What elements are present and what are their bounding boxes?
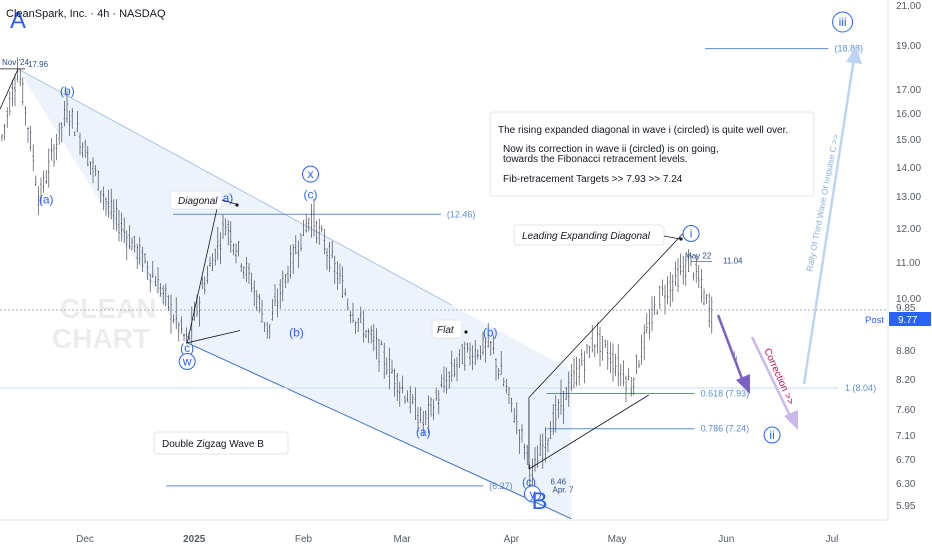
wave-label-14: i [690,227,693,241]
y-tick-14: 7.10 [896,431,916,442]
watermark-line-1: CLEAN [60,293,156,324]
x-tick-3: Mar [394,534,412,545]
wave-b-channel [18,68,572,519]
wave-label-5: (c) [304,188,318,202]
watermark: CLEAN CHART [52,293,156,354]
point-label-4: 6.46 [550,477,566,486]
wave-label-9: (a) [416,425,431,439]
flat-note: Flat [431,319,468,339]
y-tick-15: 6.70 [896,455,916,466]
double-zigzag-note-text: Double Zigzag Wave B [162,439,264,450]
chevrons-text: >> [728,349,741,362]
leading-diagonal-upper [528,232,685,398]
wave-label-ring-4 [302,165,320,183]
x-tick-2: Feb [295,534,313,545]
y-tick-9: 10.00 [896,294,921,305]
leading-diagonal-note: Leading Expanding Diagonal [513,224,683,246]
wave-label-ring-14 [682,225,700,242]
leading-diagonal-lower [528,394,649,470]
info-line-4: Fib-retracement Targets >> 7.93 >> 7.24 [503,174,683,185]
point-label-0: Nov '24 [2,58,29,67]
y-tick-6: 13.00 [896,192,921,203]
wave-label-4: x [308,167,314,181]
x-tick-7: Jul [826,534,839,545]
diagonal-note: Diagonal [169,190,239,210]
x-tick-5: May [608,534,627,545]
x-tick-4: Apr [504,534,520,545]
point-label-1: 17.96 [28,60,49,69]
post-label: Post [865,315,884,326]
point-label-2: May 22 [685,252,712,261]
point-label-3: 11.04 [723,257,743,266]
level-label-0: (18.88) [834,44,863,54]
y-tick-12: 8.20 [896,375,916,386]
wave-label-2: (a) [39,192,54,206]
leading-diagonal-note-text: Leading Expanding Diagonal [522,231,651,242]
wave-label-ring-8 [178,353,196,370]
wave-label-16: iii [839,15,847,29]
level-label-1: (12.46) [447,209,476,219]
y-tick-11: 8.80 [896,346,916,357]
wave-label-13: B [532,488,548,515]
diagonal-note-text: Diagonal [178,196,218,207]
y-tick-13: 7.60 [896,405,916,416]
wave-label-6: (b) [289,326,304,340]
wave-label-0: A [10,7,26,34]
ending-diagonal-lower [187,330,241,344]
level-label-2: 1 (8.04) [845,383,876,393]
wave-label-8: w [182,355,192,369]
correction-arrow-2: Correction >> [750,336,798,430]
post-price: 9.77 [898,315,918,326]
wave-label-15: ii [769,428,774,442]
channel-upper [17,68,452,306]
chart-title: CleanSpark, Inc. · 4h · NASDAQ [6,8,166,20]
wave-label-10: (b) [483,326,498,340]
y-tick-1: 19.00 [896,41,921,52]
x-tick-0: Dec [76,534,94,545]
x-tick-1: 2025 [183,534,206,545]
level-label-3: 0.618 (7.93) [701,389,750,399]
info-line-3: towards the Fibonacci retracement levels… [503,154,688,165]
y-tick-16: 6.30 [896,479,916,490]
y-tick-8: 11.00 [896,258,921,269]
double-zigzag-note: Double Zigzag Wave B [153,431,289,455]
wave-label-1: (b) [60,84,75,98]
wave-label-12: y [529,487,535,501]
level-label-4: 0.786 (7.24) [701,424,750,434]
info-box: The rising expanded diagonal in wave i (… [489,111,815,197]
y-tick-2: 17.00 [896,85,921,96]
y-tick-5: 14.00 [896,163,921,174]
x-tick-6: Jun [718,534,734,545]
current-price-tag: Post 9.77 [0,309,931,326]
y-tick-17: 5.95 [896,501,916,512]
info-line-2: Now its correction in wave ii (circled) … [503,144,719,155]
channel-lower [186,342,572,520]
correction-arrow-1: >> [716,314,750,394]
wave-label-ring-16 [832,11,854,33]
y-tick-4: 15.00 [896,135,921,146]
level-label-5: (6.27) [489,481,513,491]
wave-label-ring-15 [763,426,781,444]
y-tick-3: 16.00 [896,109,921,120]
y-tick-10: 9.85 [896,303,916,314]
watermark-line-2: CHART [52,323,150,354]
y-tick-0: 21.00 [896,1,921,12]
y-tick-7: 12.00 [896,224,921,235]
wave-label-7: (c) [180,341,194,355]
point-label-5: Apr. 7 [552,485,573,494]
flat-note-text: Flat [437,325,455,336]
top-marker-lead [0,68,19,110]
info-line-1: The rising expanded diagonal in wave i (… [498,125,788,136]
ending-diagonal-upper [186,200,220,343]
wave-label-ring-12 [523,485,541,503]
rally-arrow: Rally Of Third Wave Of Impulse C >> [802,46,862,385]
correction-text: Correction >> [761,347,796,407]
